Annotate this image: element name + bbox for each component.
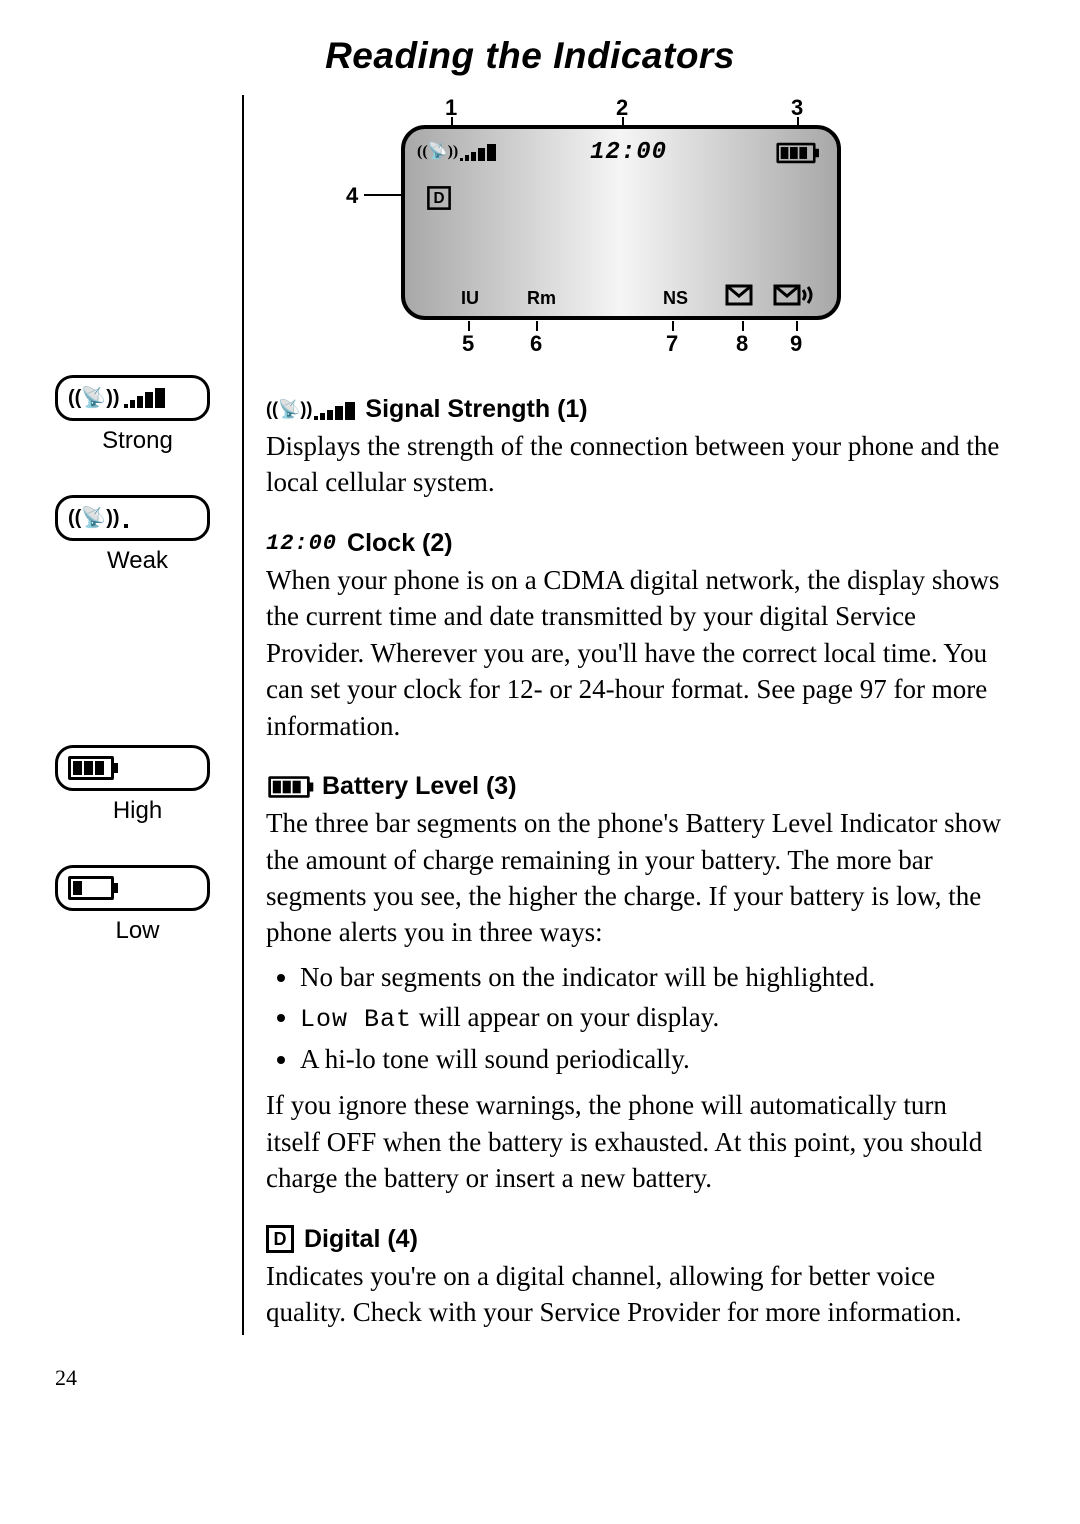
- battery-warning-list: No bar segments on the indicator will be…: [266, 957, 1005, 1080]
- battery-icon: [776, 143, 815, 163]
- label-low: Low: [55, 917, 220, 945]
- callout-6: 6: [530, 331, 542, 357]
- main-content: 1 2 3 4 5 6 7 8 9: [266, 95, 1005, 1335]
- example-battery-low: [55, 865, 210, 911]
- section-digital-head: D Digital (4): [266, 1225, 1005, 1254]
- label-high: High: [55, 797, 220, 825]
- label-strong: Strong: [55, 427, 220, 455]
- page-number: 24: [55, 1365, 1005, 1391]
- signal-icon: ((📡)): [266, 399, 355, 420]
- section-battery-title: Battery Level (3): [322, 772, 517, 801]
- label-weak: Weak: [55, 547, 220, 575]
- section-battery-head: Battery Level (3): [266, 772, 1005, 801]
- signal-icon: ((📡)): [68, 508, 128, 528]
- list-item: A hi-lo tone will sound periodically.: [300, 1039, 1005, 1080]
- page-title: Reading the Indicators: [55, 35, 1005, 77]
- list-item: Low Bat will appear on your display.: [300, 997, 1005, 1039]
- envelope-sound-icon: [773, 284, 817, 311]
- callout-7: 7: [666, 331, 678, 357]
- envelope-icon: [725, 284, 753, 311]
- digital-icon: D: [266, 1225, 294, 1253]
- list-item: No bar segments on the indicator will be…: [300, 957, 1005, 998]
- rm-icon: Rm: [527, 288, 556, 309]
- section-battery-body1: The three bar segments on the phone's Ba…: [266, 805, 1005, 951]
- section-clock-title: Clock (2): [347, 529, 453, 558]
- example-signal-weak: ((📡)): [55, 495, 210, 541]
- clock-display: 12:00: [590, 139, 667, 166]
- digital-icon: D: [427, 186, 451, 210]
- example-signal-strong: ((📡)): [55, 375, 210, 421]
- low-bat-text: Low Bat: [300, 1005, 412, 1034]
- phone-screen: ((📡)) 12:00: [401, 125, 841, 320]
- iu-icon: IU: [461, 288, 479, 309]
- phone-screen-diagram: 1 2 3 4 5 6 7 8 9: [346, 95, 856, 365]
- vertical-divider: [242, 95, 244, 1335]
- callout-8: 8: [736, 331, 748, 357]
- section-digital-title: Digital (4): [304, 1225, 418, 1254]
- battery-icon: [268, 776, 309, 798]
- callout-9: 9: [790, 331, 802, 357]
- example-battery-high: [55, 745, 210, 791]
- sidebar: ((📡)) Strong ((📡)) Weak: [55, 95, 220, 1335]
- section-digital-body: Indicates you're on a digital channel, a…: [266, 1258, 1005, 1331]
- signal-icon: ((📡)): [68, 388, 165, 408]
- signal-icon: ((📡)): [417, 141, 496, 161]
- battery-icon: [68, 756, 114, 780]
- section-signal-head: ((📡)) Signal Strength (1): [266, 395, 1005, 424]
- low-bat-suffix: will appear on your display.: [412, 1002, 719, 1032]
- section-signal-title: Signal Strength (1): [365, 395, 587, 424]
- section-battery-body2: If you ignore these warnings, the phone …: [266, 1087, 1005, 1196]
- section-clock-head: 12:00 Clock (2): [266, 529, 1005, 558]
- ns-icon: NS: [663, 288, 688, 309]
- callout-5: 5: [462, 331, 474, 357]
- section-signal-body: Displays the strength of the connection …: [266, 428, 1005, 501]
- callout-4: 4: [346, 183, 358, 209]
- section-clock-body: When your phone is on a CDMA digital net…: [266, 562, 1005, 744]
- clock-icon: 12:00: [266, 531, 337, 556]
- battery-icon: [68, 876, 114, 900]
